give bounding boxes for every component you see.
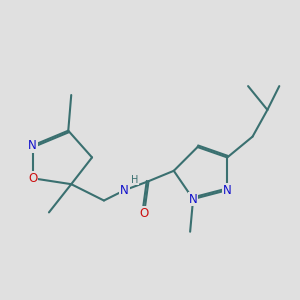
Text: N: N bbox=[120, 184, 129, 196]
Text: N: N bbox=[189, 193, 197, 206]
Text: O: O bbox=[28, 172, 37, 185]
Text: O: O bbox=[140, 207, 149, 220]
Text: H: H bbox=[131, 175, 139, 185]
Text: N: N bbox=[223, 184, 232, 196]
Text: N: N bbox=[28, 139, 37, 152]
